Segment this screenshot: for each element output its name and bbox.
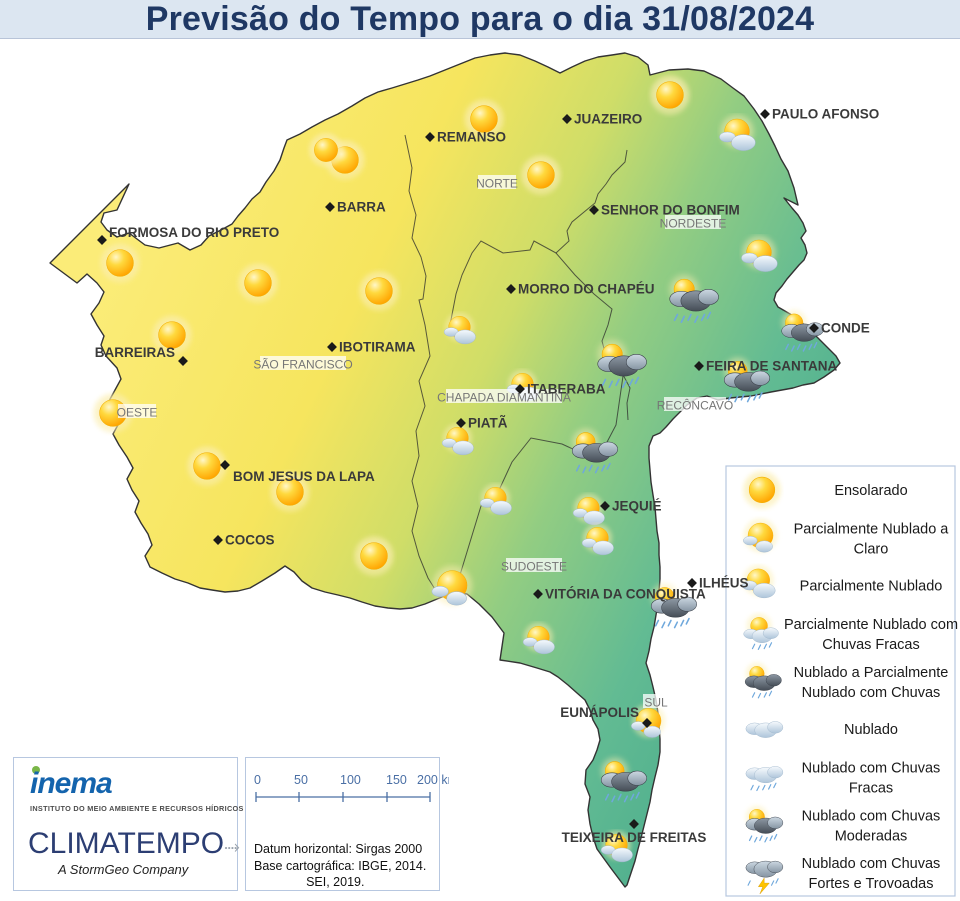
svg-text:JEQUIÉ: JEQUIÉ (612, 499, 662, 514)
svg-text:BARRA: BARRA (337, 200, 386, 215)
svg-text:Nublado com Chuvas: Nublado com Chuvas (802, 685, 941, 701)
svg-text:200 km: 200 km (417, 773, 449, 787)
svg-text:Fracas: Fracas (849, 781, 893, 797)
svg-text:Nublado a Parcialmente: Nublado a Parcialmente (794, 665, 949, 681)
svg-text:100: 100 (340, 773, 361, 787)
svg-text:MORRO DO CHAPÉU: MORRO DO CHAPÉU (518, 282, 655, 297)
svg-text:Claro: Claro (854, 542, 889, 558)
svg-text:FEIRA DE SANTANA: FEIRA DE SANTANA (706, 359, 838, 374)
svg-text:REMANSO: REMANSO (437, 130, 506, 145)
svg-text:NORDESTE: NORDESTE (660, 217, 727, 231)
svg-text:Fortes e Trovoadas: Fortes e Trovoadas (809, 876, 934, 892)
svg-text:JUAZEIRO: JUAZEIRO (574, 112, 642, 127)
svg-text:Nublado com Chuvas: Nublado com Chuvas (802, 761, 941, 777)
svg-text:CONDE: CONDE (821, 321, 870, 336)
svg-text:FORMOSA DO RIO PRETO: FORMOSA DO RIO PRETO (109, 225, 279, 240)
svg-text:inema: inema (30, 767, 112, 798)
svg-text:Moderadas: Moderadas (835, 828, 908, 844)
svg-text:SENHOR DO BONFIM: SENHOR DO BONFIM (601, 203, 740, 218)
svg-text:Nublado com Chuvas: Nublado com Chuvas (802, 856, 941, 872)
svg-text:ITABERABA: ITABERABA (527, 382, 606, 397)
svg-text:BOM JESUS DA LAPA: BOM JESUS DA LAPA (233, 469, 375, 484)
svg-text:Parcialmente Nublado com: Parcialmente Nublado com (784, 617, 958, 633)
svg-text:SUL: SUL (644, 696, 668, 710)
svg-text:Parcialmente Nublado a: Parcialmente Nublado a (794, 522, 950, 538)
svg-text:VITÓRIA DA CONQUISTA: VITÓRIA DA CONQUISTA (545, 587, 706, 602)
svg-text:SUDOESTE: SUDOESTE (501, 560, 567, 574)
svg-text:RECÔNCAVO: RECÔNCAVO (657, 398, 733, 413)
svg-text:50: 50 (294, 773, 308, 787)
svg-text:BARREIRAS: BARREIRAS (95, 345, 175, 360)
svg-text:150: 150 (386, 773, 407, 787)
svg-text:Nublado com Chuvas: Nublado com Chuvas (802, 808, 941, 824)
svg-text:SÃO FRANCISCO: SÃO FRANCISCO (253, 358, 352, 372)
svg-text:COCOS: COCOS (225, 533, 275, 548)
svg-text:0: 0 (254, 773, 261, 787)
svg-text:Ensolarado: Ensolarado (834, 483, 907, 499)
svg-text:IBOTIRAMA: IBOTIRAMA (339, 340, 416, 355)
svg-text:PIATÃ: PIATÃ (468, 416, 508, 431)
svg-text:ILHÉUS: ILHÉUS (699, 576, 749, 591)
svg-text:TEIXEIRA DE FREITAS: TEIXEIRA DE FREITAS (562, 830, 707, 845)
svg-text:PAULO AFONSO: PAULO AFONSO (772, 107, 879, 122)
svg-text:EUNÁPOLIS: EUNÁPOLIS (560, 705, 639, 720)
svg-text:Parcialmente Nublado: Parcialmente Nublado (800, 578, 943, 594)
svg-text:Nublado: Nublado (844, 722, 898, 738)
svg-text:NORTE: NORTE (476, 177, 518, 191)
svg-text:OESTE: OESTE (117, 406, 158, 420)
svg-text:Chuvas Fracas: Chuvas Fracas (822, 637, 920, 653)
